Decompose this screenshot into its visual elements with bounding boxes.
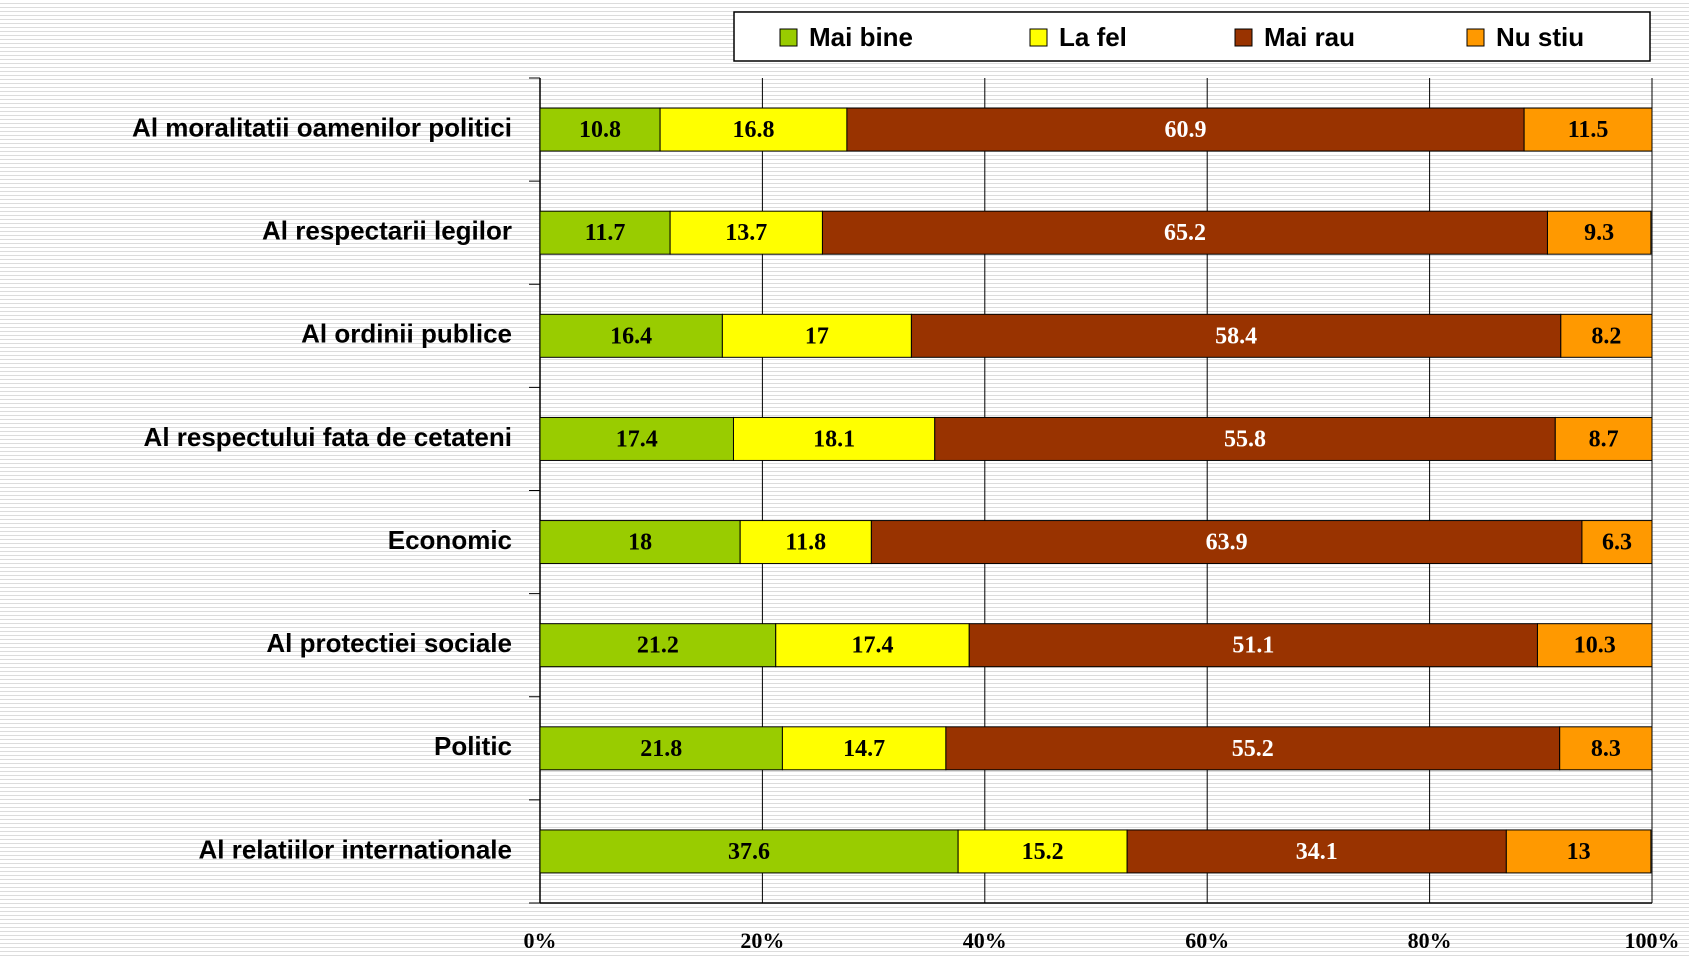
value-label: 51.1 — [1232, 633, 1274, 659]
bar-segment — [539, 107, 661, 152]
value-label: 16.8 — [733, 117, 775, 143]
value-label: 16.4 — [610, 323, 652, 349]
bar-segment — [539, 726, 783, 771]
value-label: 63.9 — [1206, 530, 1248, 556]
y-tick-label: Al ordinii publice — [301, 319, 512, 349]
value-label: 21.2 — [637, 633, 679, 659]
bar-segment — [1546, 210, 1652, 255]
legend-box — [733, 11, 1651, 62]
value-label: 8.3 — [1591, 736, 1621, 762]
legend-swatch — [1029, 28, 1048, 47]
bar-segment — [659, 107, 848, 152]
y-tick-label: Al respectarii legilor — [262, 216, 512, 246]
value-label: 13 — [1567, 839, 1591, 865]
y-tick-label: Economic — [388, 525, 512, 555]
value-label: 60.9 — [1165, 117, 1207, 143]
value-label: 11.5 — [1568, 117, 1609, 143]
legend-label: Mai rau — [1264, 22, 1355, 52]
bar-segment — [945, 726, 1561, 771]
value-label: 6.3 — [1602, 530, 1632, 556]
y-tick-label: Politic — [434, 731, 512, 761]
bar-segment — [781, 726, 947, 771]
bar-segment — [821, 210, 1548, 255]
value-label: 8.7 — [1589, 426, 1619, 452]
value-label: 17.4 — [616, 426, 658, 452]
legend-label: La fel — [1059, 22, 1127, 52]
bar-segment — [1536, 623, 1653, 668]
value-label: 11.8 — [785, 530, 826, 556]
bar-segment — [775, 623, 970, 668]
bar-segment — [721, 313, 912, 358]
bar-segment — [732, 416, 936, 461]
bar-segment — [739, 520, 872, 565]
value-label: 13.7 — [725, 220, 767, 246]
x-tick-label: 0% — [524, 928, 557, 953]
value-label: 58.4 — [1215, 323, 1257, 349]
legend-label: Nu stiu — [1496, 22, 1584, 52]
bar-segment — [1559, 726, 1653, 771]
value-label: 14.7 — [843, 736, 885, 762]
value-label: 37.6 — [728, 839, 770, 865]
x-tick-label: 60% — [1185, 928, 1229, 953]
bar-segment — [968, 623, 1538, 668]
y-tick-label: Al relatiilor internationale — [198, 834, 512, 864]
bar-segment — [957, 829, 1128, 874]
bar-segment — [1523, 107, 1653, 152]
y-tick-label: Al moralitatii oamenilor politici — [132, 112, 512, 142]
bar-segment — [539, 520, 741, 565]
value-label: 10.8 — [579, 117, 621, 143]
value-label: 8.2 — [1591, 323, 1621, 349]
value-label: 9.3 — [1584, 220, 1614, 246]
x-tick-label: 100% — [1625, 928, 1680, 953]
bar-segment — [870, 520, 1583, 565]
bar-segment — [1554, 416, 1653, 461]
legend-label: Mai bine — [809, 22, 913, 52]
bar-segment — [1126, 829, 1507, 874]
value-label: 55.2 — [1232, 736, 1274, 762]
value-label: 21.8 — [640, 736, 682, 762]
value-label: 15.2 — [1022, 839, 1064, 865]
x-tick-label: 20% — [740, 928, 784, 953]
x-tick-label: 40% — [963, 928, 1007, 953]
bar-segment — [1581, 520, 1653, 565]
bar-segment — [1505, 829, 1652, 874]
x-tick-label: 80% — [1408, 928, 1452, 953]
value-label: 18 — [628, 530, 652, 556]
bar-segment — [669, 210, 823, 255]
bar-segment — [539, 313, 723, 358]
value-label: 18.1 — [813, 426, 855, 452]
value-label: 34.1 — [1296, 839, 1338, 865]
y-tick-label: Al protectiei sociale — [266, 628, 512, 658]
bar-segment — [1560, 313, 1653, 358]
value-label: 10.3 — [1574, 633, 1616, 659]
legend-swatch — [1466, 28, 1485, 47]
value-label: 17.4 — [851, 633, 893, 659]
value-label: 17 — [805, 323, 829, 349]
bar-segment — [539, 623, 777, 668]
value-label: 55.8 — [1224, 426, 1266, 452]
legend-swatch — [1234, 28, 1253, 47]
bar-segment — [539, 210, 671, 255]
y-tick-label: Al respectului fata de cetateni — [144, 422, 512, 452]
value-label: 11.7 — [585, 220, 626, 246]
legend-swatch — [779, 28, 798, 47]
bar-segment — [934, 416, 1556, 461]
value-label: 65.2 — [1164, 220, 1206, 246]
